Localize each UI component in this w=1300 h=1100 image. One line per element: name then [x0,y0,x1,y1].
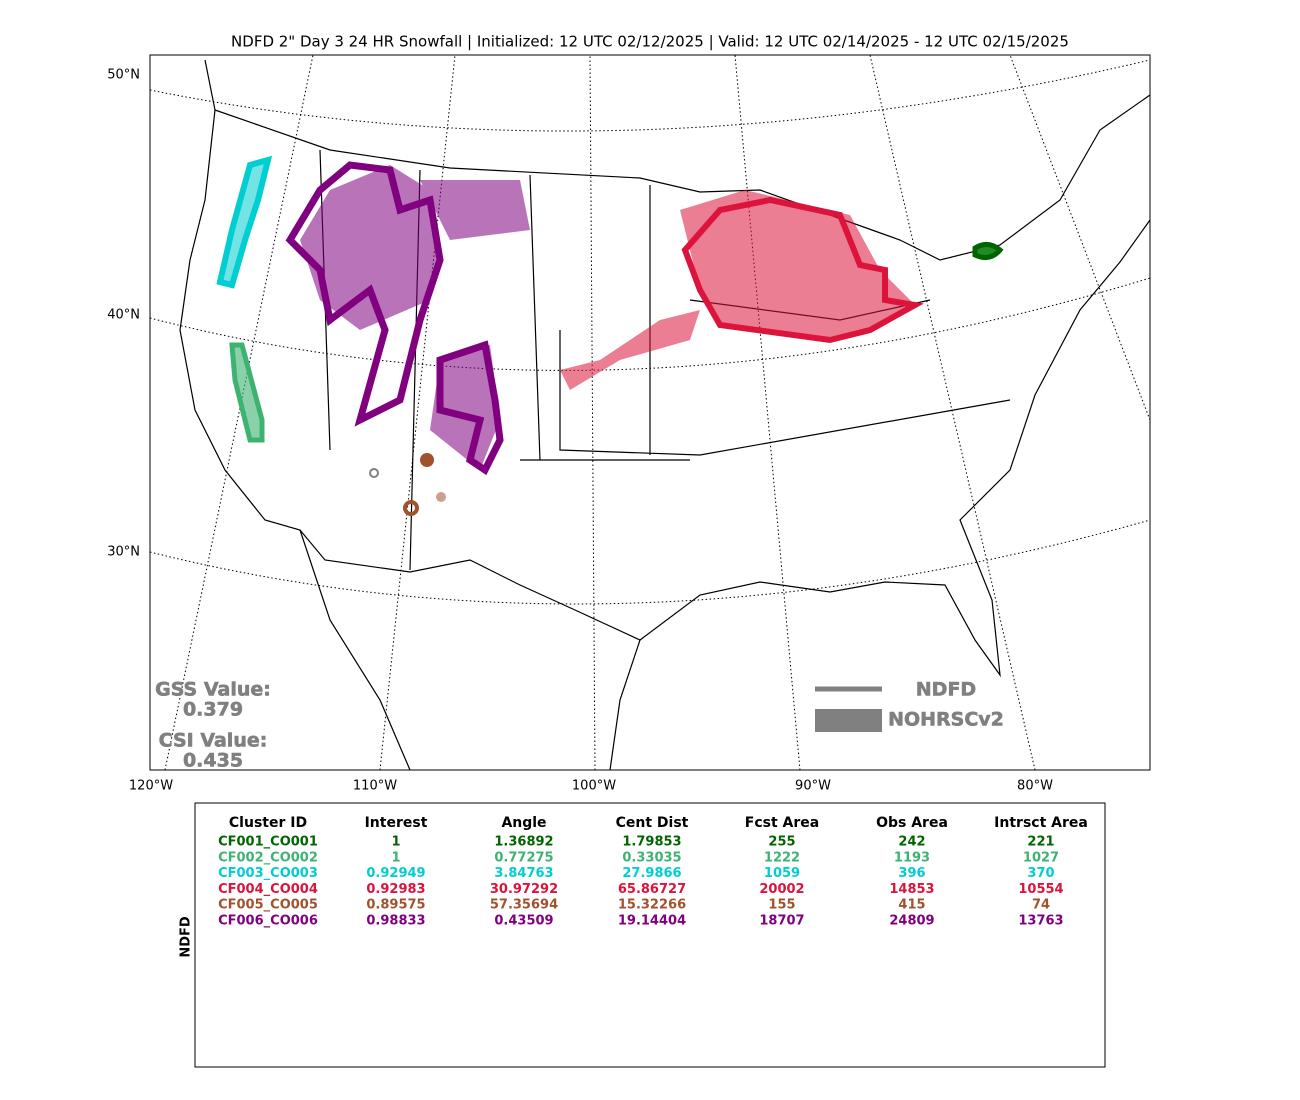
table-cell: 0.33035 [622,850,681,865]
table-header: Fcst Area [745,815,819,831]
lat-label: 30°N [107,545,140,560]
table-cell: 3.84763 [494,866,553,881]
table-cell: 1222 [764,850,800,865]
csi-label: CSI Value: [159,730,268,752]
table-cell: 242 [898,835,925,850]
table-cell: 0.98833 [366,914,425,929]
table-cell: 74 [1032,898,1050,913]
lon-label: 120°W [129,779,173,794]
legend-label: NOHRSCv2 [888,709,1004,731]
table-frame [194,802,1106,1068]
table-cell: 0.77275 [494,850,553,865]
lon-label: 100°W [572,779,616,794]
table-cell: 155 [768,898,795,913]
table-header: Cent Dist [616,815,689,831]
graticule [149,54,1151,771]
table-header: Interest [365,815,428,831]
map: 50°N 40°N 30°N 120°W 110°W 100°W 90°W 80… [107,54,1151,794]
table-cell: CF001_CO001 [218,835,318,850]
table-cell: CF004_CO004 [218,882,318,897]
table-cell: 14853 [889,882,934,897]
table-cell: 30.97292 [490,882,558,897]
table-cell: 1.36892 [494,835,553,850]
table-cell: 13763 [1018,914,1063,929]
table-cell: 370 [1027,866,1054,881]
cluster-cf004-obs [560,190,915,390]
cluster-cf006-obs [300,165,530,470]
table-row-label: NDFD [179,916,194,958]
cluster-cf005 [436,492,446,502]
table-cell: 221 [1027,835,1054,850]
lon-label: 110°W [353,779,397,794]
lon-label: 80°W [1017,779,1053,794]
gss-value: 0.379 [183,699,243,721]
title: NDFD 2" Day 3 24 HR Snowfall | Initializ… [231,33,1069,51]
table-header: Intrsct Area [994,815,1088,831]
cluster-cf006-fcst [285,161,504,476]
gss-label: GSS Value: [155,679,271,701]
cluster-cf004-fcst [681,196,924,344]
table-cell: 1.79853 [622,835,681,850]
table-cell: 18707 [759,914,804,929]
table-cell: 0.92983 [366,882,425,897]
table-cell: 10554 [1018,882,1063,897]
legend-swatch [815,709,882,732]
cluster-cf001 [972,242,1004,261]
table-cell: 0.89575 [366,898,425,913]
table-cell: 1193 [894,850,930,865]
csi-value: 0.435 [183,750,243,772]
table-cell: 19.14404 [618,914,686,929]
table-cell: 15.32266 [618,898,686,913]
table-header: Angle [501,815,546,831]
table-header: Cluster ID [229,815,307,831]
table-cell: 255 [768,835,795,850]
cluster-cf005 [403,500,419,516]
table-cell: CF003_CO003 [218,866,318,881]
cluster-cf005 [369,468,379,478]
table-cell: 24809 [889,914,934,929]
table: Cluster ID Interest Angle Cent Dist Fcst Are… [218,815,1088,929]
table-cell: CF006_CO006 [218,914,318,929]
table-cell: CF002_CO002 [218,850,318,865]
table-cell: 65.86727 [618,882,686,897]
lat-label: 40°N [107,308,140,323]
table-cell: CF005_CO005 [218,898,318,913]
table-cell: 0.43509 [494,914,553,929]
table-cell: 1 [391,835,400,850]
clusters [216,155,1004,516]
table-cell: 57.35694 [490,898,558,913]
table-cell: 415 [898,898,925,913]
lon-label: 90°W [795,779,831,794]
table-header: Obs Area [876,815,948,831]
table-cell: 20002 [759,882,804,897]
table-cell: 396 [898,866,925,881]
table-cell: 1059 [764,866,800,881]
cluster-cf002 [229,342,265,443]
cluster-cf003 [216,155,273,289]
table-cell: 1027 [1023,850,1059,865]
table-cell: 27.9866 [622,866,681,881]
legend-label: NDFD [916,679,976,701]
table-cell: 1 [391,850,400,865]
table-cell: 0.92949 [366,866,425,881]
lat-label: 50°N [107,68,140,83]
cluster-cf005 [420,453,434,467]
